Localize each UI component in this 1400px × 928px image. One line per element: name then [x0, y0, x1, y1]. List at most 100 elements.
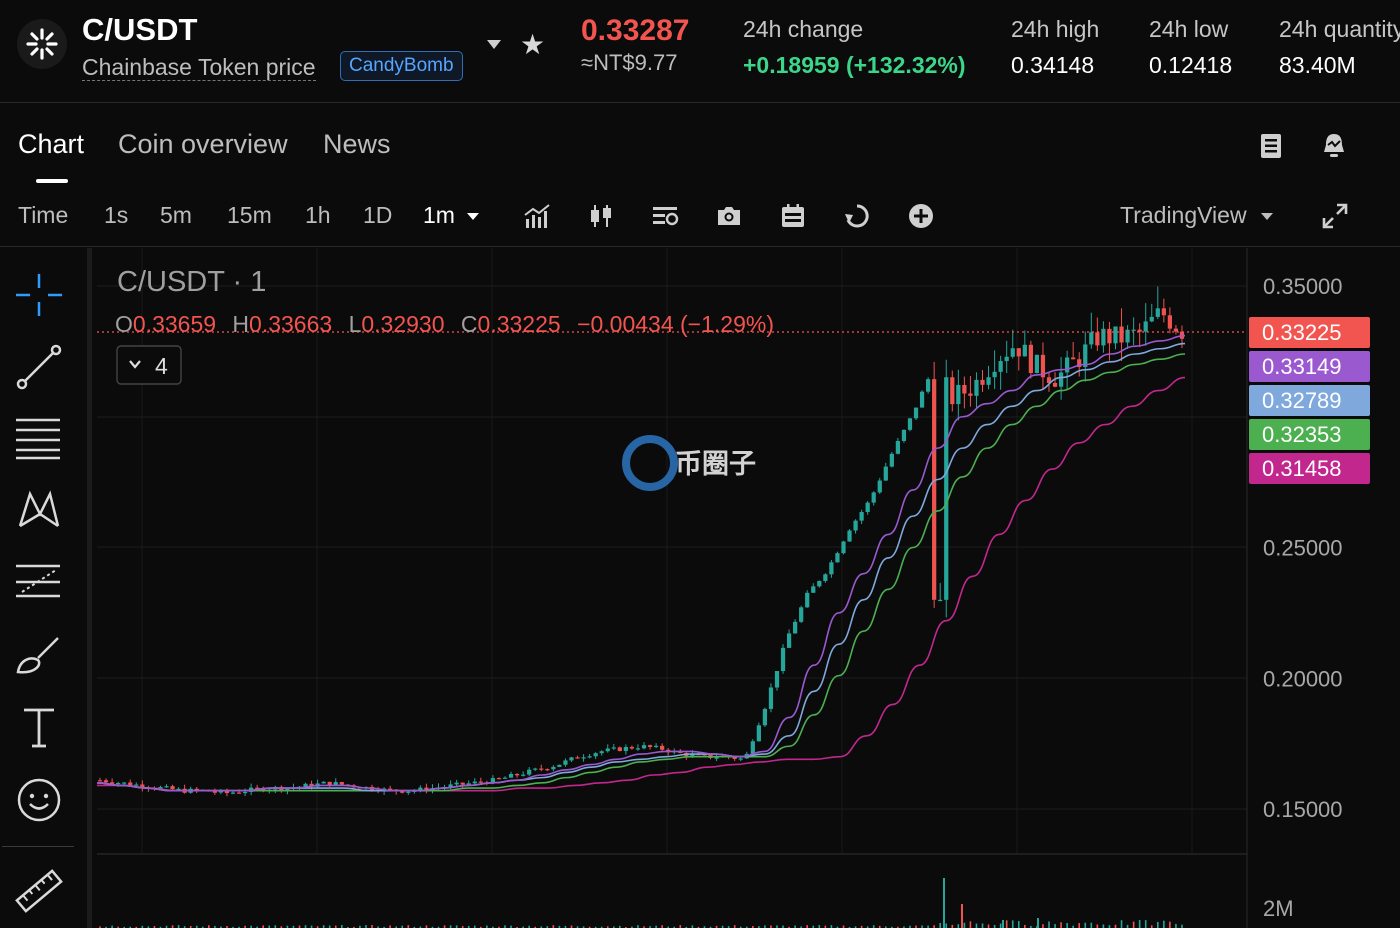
tab-coin-overview[interactable]: Coin overview [118, 129, 288, 159]
candle-body [1004, 356, 1009, 362]
volume-bar [582, 926, 585, 928]
ohlc-o-label: O [115, 311, 133, 337]
fibonacci-icon[interactable] [12, 556, 66, 610]
timeframe-time[interactable]: Time [18, 202, 69, 228]
volume-bar [758, 926, 760, 928]
volume-bar [878, 925, 881, 928]
candle-body [224, 790, 230, 794]
stat-value: 83.40M [1279, 52, 1356, 78]
tab-chart[interactable]: Chart [18, 129, 85, 159]
campaign-badge[interactable]: CandyBomb [340, 51, 463, 81]
volume-bar [733, 925, 736, 928]
volume-bar [745, 926, 748, 928]
candle-body [738, 758, 743, 760]
volume-bar [159, 926, 162, 928]
timeframe-1d[interactable]: 1D [363, 202, 393, 228]
volume-bar [679, 925, 682, 928]
candle-body [1107, 328, 1112, 344]
candle-body [1113, 326, 1118, 344]
candle-body [938, 599, 943, 601]
token-name-link[interactable]: Chainbase Token price [82, 54, 316, 81]
candle-body [575, 757, 580, 759]
emoji-icon[interactable] [12, 772, 66, 826]
candle-body [1149, 316, 1154, 322]
horizontal-lines-icon[interactable] [12, 412, 66, 466]
candlestick-chart-canvas[interactable]: 币圈子 C/USDT · 1 O0.33659 H0.33663 L0.3293… [96, 248, 1400, 928]
trendline-icon[interactable] [12, 340, 66, 394]
candle-body [962, 384, 967, 394]
price-axis: 0.35000 0.25000 0.20000 0.15000 [1263, 274, 1343, 822]
volume-bar [105, 926, 107, 928]
timeframe-1h[interactable]: 1h [305, 202, 331, 228]
volume-bar [1011, 920, 1014, 928]
candle-body [448, 784, 453, 788]
volume-bar [673, 926, 676, 928]
candle-body [164, 786, 169, 788]
volume-bar [715, 925, 718, 928]
camera-icon[interactable] [714, 201, 744, 231]
tab-news[interactable]: News [323, 129, 391, 159]
candle-body [817, 580, 822, 587]
candle-body [122, 782, 127, 784]
volume-bar [274, 925, 277, 928]
volume-bar [945, 923, 948, 928]
ruler-icon[interactable] [12, 864, 66, 918]
volume-bar [516, 926, 518, 928]
timeframe-1s[interactable]: 1s [104, 202, 129, 228]
volume-bar [377, 926, 379, 928]
chart-provider-dropdown[interactable]: TradingView [1120, 202, 1273, 229]
chart-grid [97, 248, 1247, 854]
volume-bar [993, 924, 996, 928]
indicator-count: 4 [155, 353, 168, 379]
candle-body [793, 621, 798, 634]
chart-settings-icon[interactable] [650, 201, 680, 231]
volume-bar [951, 924, 954, 928]
candle-type-icon[interactable] [586, 201, 616, 231]
volume-bar [1024, 924, 1026, 928]
pattern-tool-icon[interactable] [12, 484, 66, 538]
favorite-star-icon[interactable]: ★ [520, 29, 546, 60]
crosshair-icon[interactable] [12, 268, 66, 322]
volume-bar [189, 925, 192, 928]
indicator-toggle-button[interactable]: 4 [116, 345, 182, 385]
candle-body [871, 492, 876, 503]
brush-icon[interactable] [12, 628, 66, 682]
volume-bar [389, 925, 391, 928]
volume-bar [498, 926, 500, 928]
order-book-icon[interactable] [1256, 131, 1286, 161]
timeframe-1m-dropdown[interactable]: 1m [423, 202, 480, 229]
ohlc-h-label: H [232, 311, 249, 337]
candle-body [1125, 329, 1130, 343]
price-alert-bell-icon[interactable] [1319, 131, 1349, 161]
calendar-icon[interactable] [778, 201, 808, 231]
candle-body [877, 480, 882, 493]
add-plus-icon[interactable] [906, 201, 936, 231]
text-tool-icon[interactable] [12, 700, 66, 754]
price-chart[interactable]: 币圈子 C/USDT · 1 O0.33659 H0.33663 L0.3293… [96, 248, 1400, 928]
volume-bar [752, 925, 754, 928]
timeframe-15m[interactable]: 15m [227, 202, 272, 228]
candle-body [1034, 354, 1040, 373]
candle-body [774, 671, 780, 688]
candle-body [454, 782, 459, 785]
volume-bar [842, 925, 845, 928]
timeframe-5m[interactable]: 5m [160, 202, 192, 228]
reset-chart-icon[interactable] [842, 201, 872, 231]
candle-body [944, 377, 949, 600]
candle-body [883, 466, 888, 481]
volume-axis-label: 2M [1263, 896, 1294, 921]
volume-bar [1126, 924, 1129, 928]
candle-body [490, 778, 496, 784]
pair-dropdown-chevron-icon[interactable] [487, 40, 501, 49]
candle-body [980, 379, 985, 385]
fullscreen-expand-icon[interactable] [1320, 201, 1350, 231]
volume-bar [232, 926, 234, 928]
volume-bar [1017, 921, 1020, 928]
candle-body [690, 754, 695, 757]
volume-bar [153, 925, 156, 928]
candle-body [569, 757, 574, 761]
indicators-icon[interactable] [522, 201, 552, 231]
volume-bar [1078, 923, 1081, 928]
volume-bar [667, 926, 669, 928]
volume-bar [915, 925, 917, 928]
